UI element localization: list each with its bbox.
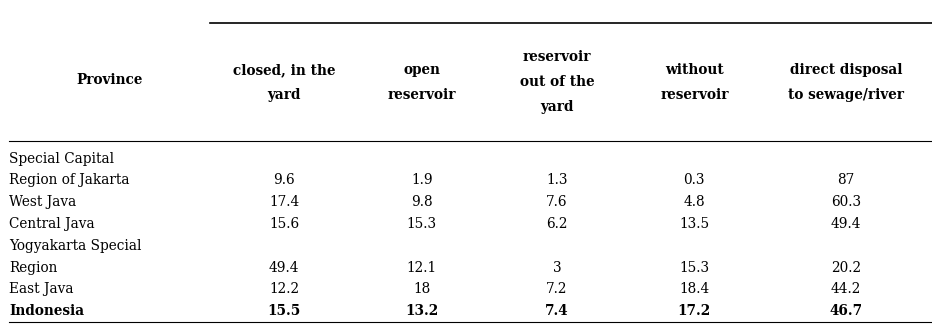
Text: closed, in the: closed, in the [233,63,336,77]
Text: 0.3: 0.3 [683,173,706,188]
Text: 12.1: 12.1 [406,261,437,275]
Text: 15.5: 15.5 [267,304,301,318]
Text: reservoir: reservoir [660,88,729,102]
Text: 18.4: 18.4 [679,282,709,296]
Text: 3: 3 [553,261,561,275]
Text: 7.4: 7.4 [545,304,569,318]
Text: 46.7: 46.7 [829,304,862,318]
Text: 4.8: 4.8 [683,195,706,209]
Text: 9.6: 9.6 [273,173,295,188]
Text: direct disposal: direct disposal [789,63,902,77]
Text: 13.5: 13.5 [679,217,709,231]
Text: yard: yard [267,88,301,102]
Text: 15.6: 15.6 [269,217,299,231]
Text: West Java: West Java [9,195,76,209]
Text: East Java: East Java [9,282,74,296]
Text: 7.6: 7.6 [546,195,568,209]
Text: Region: Region [9,261,58,275]
Text: 9.8: 9.8 [411,195,432,209]
Text: 87: 87 [837,173,855,188]
Text: reservoir: reservoir [523,50,591,64]
Text: 1.9: 1.9 [411,173,432,188]
Text: Special Capital: Special Capital [9,152,115,166]
Text: Yogyakarta Special: Yogyakarta Special [9,239,142,253]
Text: 49.4: 49.4 [830,217,861,231]
Text: 49.4: 49.4 [269,261,299,275]
Text: reservoir: reservoir [388,88,456,102]
Text: to sewage/river: to sewage/river [788,88,904,102]
Text: Central Java: Central Java [9,217,95,231]
Text: 15.3: 15.3 [406,217,437,231]
Text: 18: 18 [413,282,431,296]
Text: 20.2: 20.2 [830,261,861,275]
Text: 7.2: 7.2 [546,282,568,296]
Text: 1.3: 1.3 [546,173,568,188]
Text: yard: yard [541,100,573,114]
Text: 12.2: 12.2 [269,282,299,296]
Text: Region of Jakarta: Region of Jakarta [9,173,130,188]
Text: Province: Province [76,73,143,87]
Text: open: open [404,63,440,77]
Text: 6.2: 6.2 [546,217,568,231]
Text: 13.2: 13.2 [405,304,438,318]
Text: 60.3: 60.3 [830,195,861,209]
Text: 15.3: 15.3 [679,261,709,275]
Text: out of the: out of the [519,75,595,89]
Text: Indonesia: Indonesia [9,304,85,318]
Text: 44.2: 44.2 [830,282,861,296]
Text: 17.4: 17.4 [269,195,299,209]
Text: 17.2: 17.2 [678,304,711,318]
Text: without: without [665,63,724,77]
